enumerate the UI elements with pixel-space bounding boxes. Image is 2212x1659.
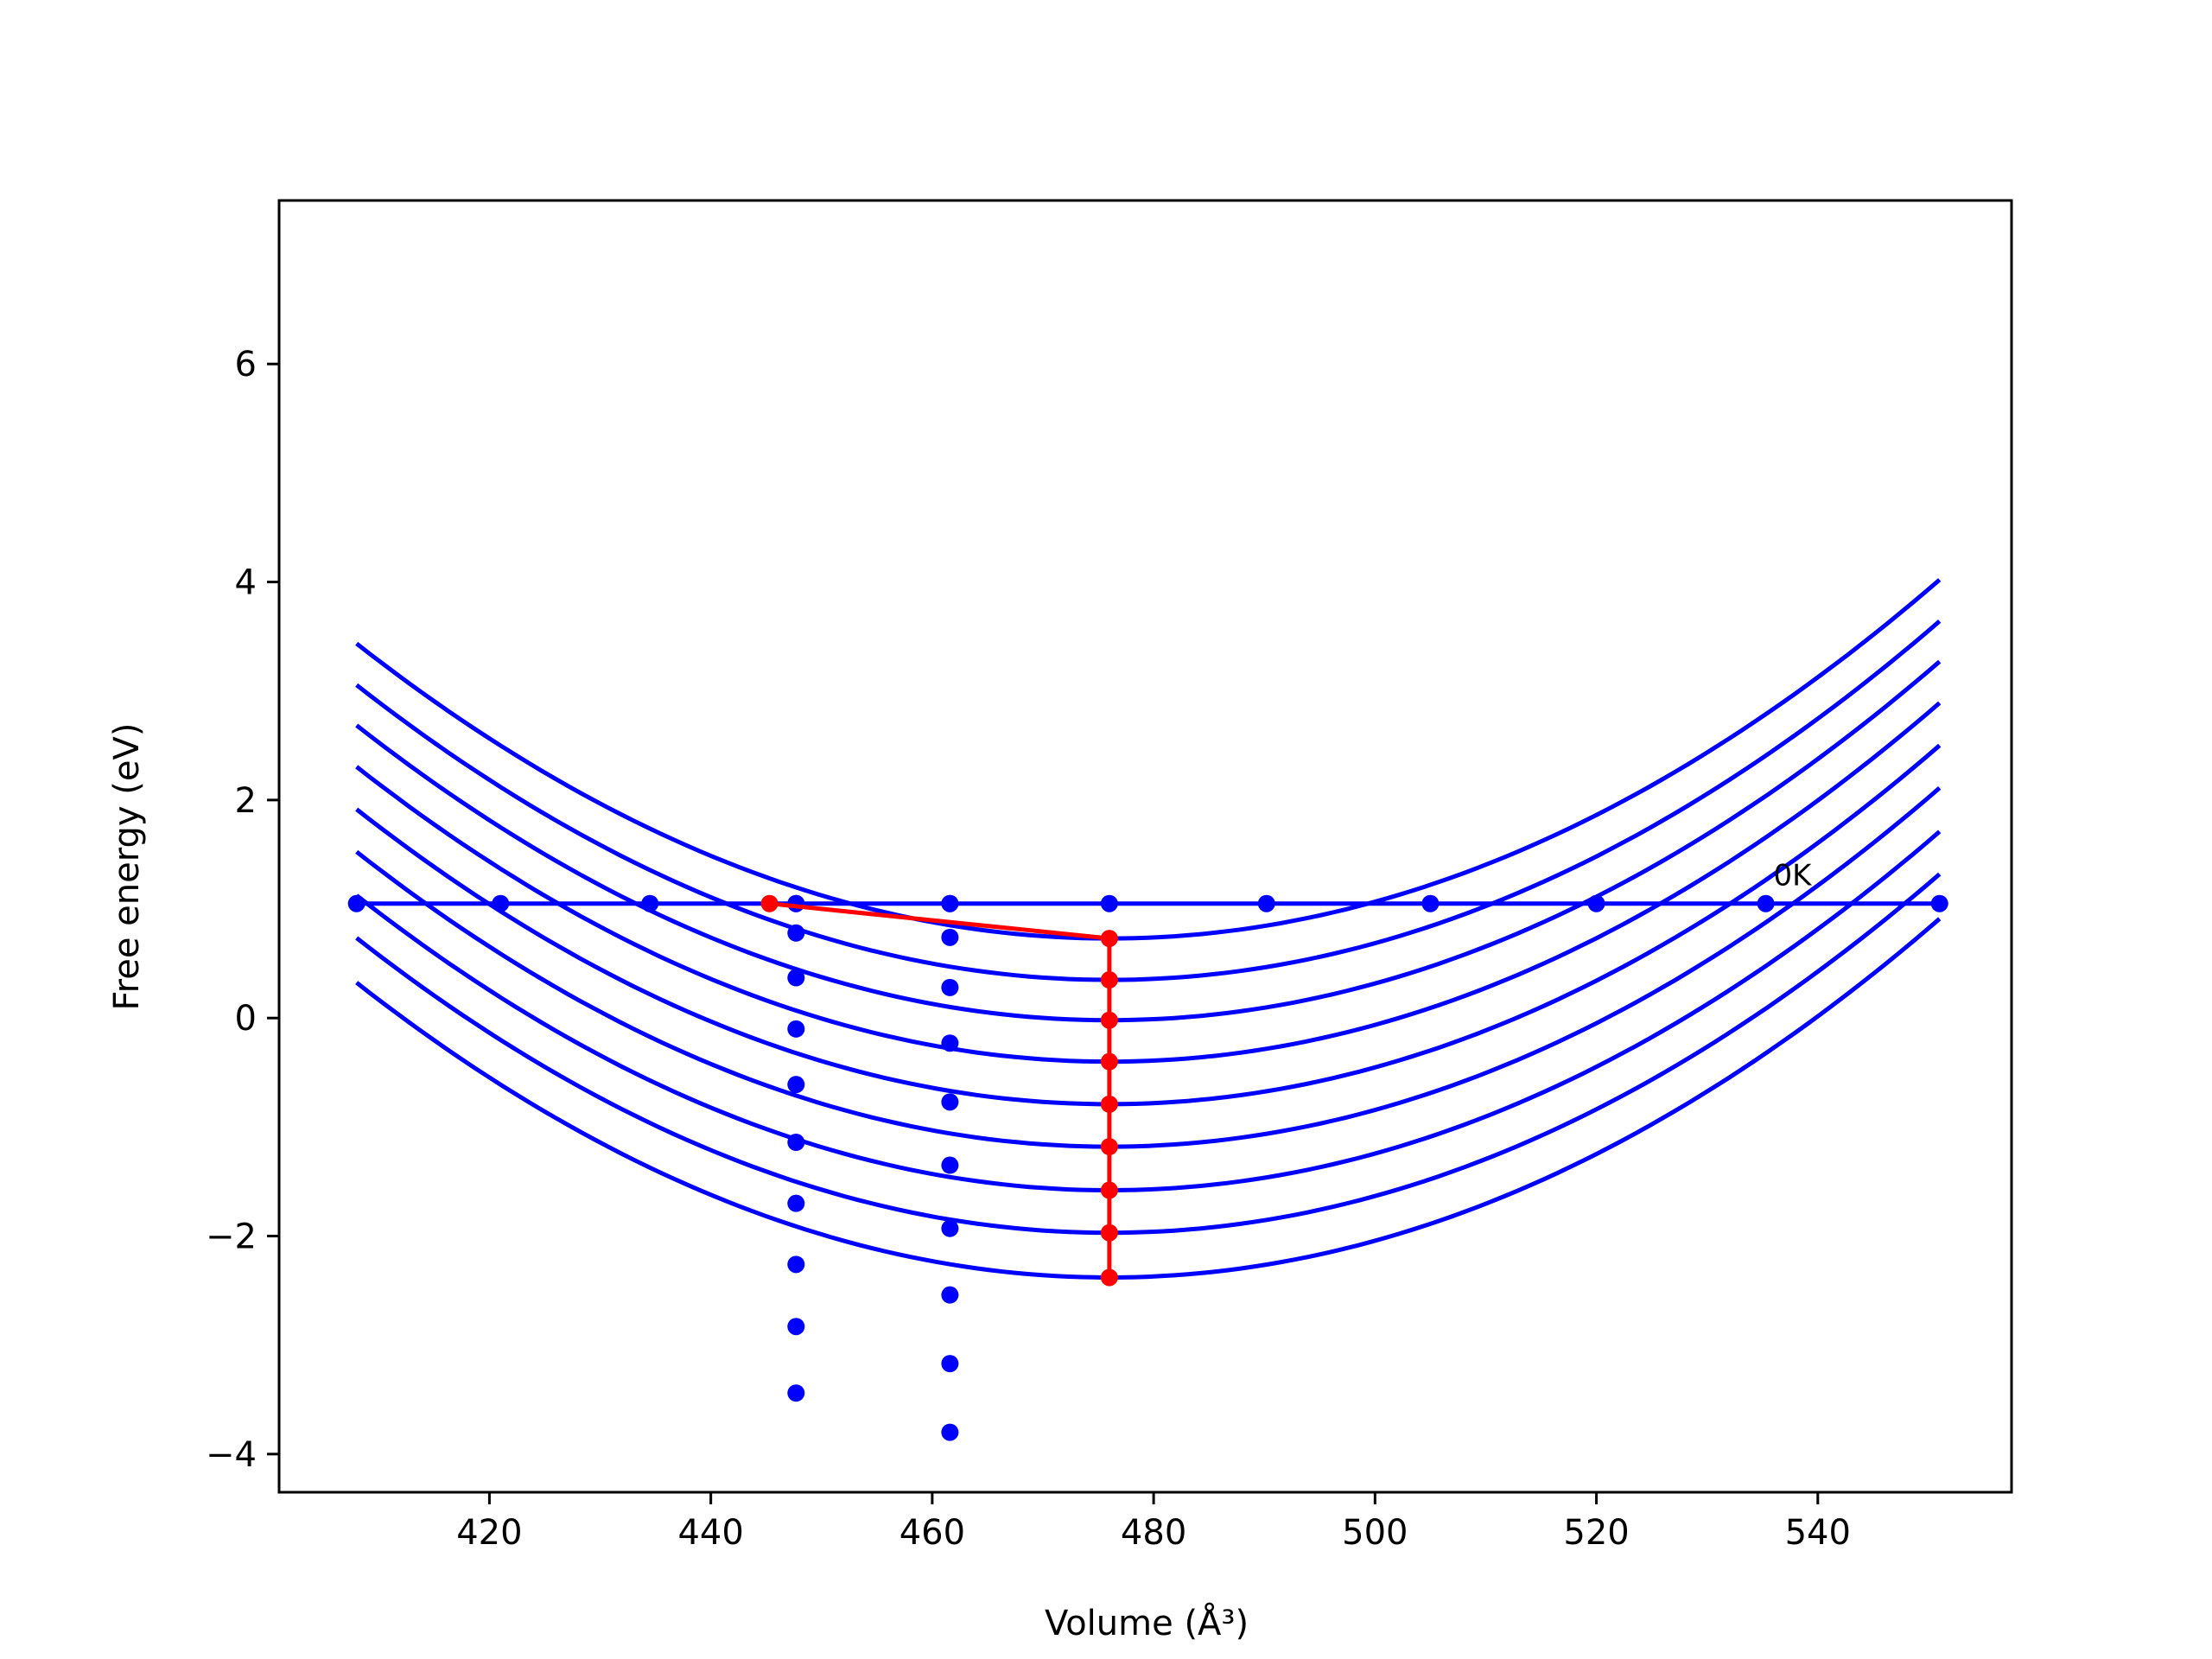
x-tick-label: 460 [899, 1513, 965, 1553]
y-tick-label: −4 [206, 1435, 257, 1475]
y-tick-label: 2 [235, 781, 257, 821]
red-path-point [1100, 1138, 1118, 1156]
curve-line [355, 743, 1942, 1107]
red-path-point [1100, 1052, 1118, 1071]
y-tick-label: 6 [235, 345, 257, 385]
scatter-point [941, 978, 959, 996]
curve-line [355, 620, 1942, 982]
red-path-point [1100, 1011, 1118, 1029]
line-point [1587, 894, 1605, 912]
annotations: 0K [1774, 858, 1814, 893]
scatter-point [941, 1355, 959, 1373]
x-tick-label: 500 [1342, 1513, 1408, 1553]
scatter-point [787, 1134, 805, 1152]
x-axis-label: Volume (Å³) [1045, 1602, 1249, 1643]
line-point [1421, 894, 1440, 912]
red-path-point [1100, 971, 1118, 989]
y-tick-label: −2 [206, 1217, 257, 1257]
scatter-point [941, 894, 959, 912]
scatter-point [941, 1286, 959, 1304]
scatter-point [787, 924, 805, 942]
line-point [1257, 894, 1275, 912]
curve-line [355, 917, 1942, 1281]
red-path-point [1100, 1268, 1118, 1287]
annotation-label: 0K [1774, 858, 1814, 893]
scatter-point [787, 1020, 805, 1038]
scatter-point [941, 1034, 959, 1052]
scatter-point [941, 1423, 959, 1441]
scatter-point [787, 1076, 805, 1094]
curve-line [355, 701, 1942, 1065]
red-path-point [760, 894, 779, 912]
x-tick-label: 520 [1563, 1513, 1629, 1553]
scatter-point [941, 1219, 959, 1237]
line-point [1930, 894, 1948, 912]
plot-area [347, 578, 1948, 1441]
scatter-point [787, 1318, 805, 1336]
scatter-point [941, 1156, 959, 1174]
x-tick-label: 440 [677, 1513, 743, 1553]
x-tick-label: 540 [1785, 1513, 1851, 1553]
scatter-point [787, 1384, 805, 1402]
y-axis: −4 −2 0 2 4 6 [206, 345, 279, 1475]
scatter-point [787, 969, 805, 987]
x-axis: 420 440 460 480 500 520 540 [456, 1492, 1851, 1553]
y-axis-label: Free energy (eV) [107, 723, 147, 1011]
curve-line [355, 578, 1942, 941]
line-point [1757, 894, 1775, 912]
red-path-point [1100, 930, 1118, 948]
curve-line [355, 659, 1942, 1023]
scatter-point [941, 1093, 959, 1111]
x-tick-label: 480 [1121, 1513, 1186, 1553]
plot-frame [277, 199, 2013, 1494]
scatter-point [787, 1255, 805, 1274]
red-path-line [769, 901, 1112, 1278]
line-point [347, 894, 365, 912]
red-path-point [1100, 1095, 1118, 1113]
line-point [641, 894, 659, 912]
y-tick-label: 0 [235, 999, 257, 1039]
scatter-point [787, 1194, 805, 1212]
curve-line [355, 786, 1942, 1149]
scatter-point [941, 928, 959, 946]
red-path-point [1100, 1224, 1118, 1242]
line-point [1100, 894, 1118, 912]
curve-line [355, 872, 1942, 1236]
y-tick-label: 4 [235, 563, 257, 603]
line-point [492, 894, 510, 912]
curve-line [355, 830, 1942, 1193]
x-tick-label: 420 [456, 1513, 522, 1553]
red-path-point [1100, 1181, 1118, 1199]
